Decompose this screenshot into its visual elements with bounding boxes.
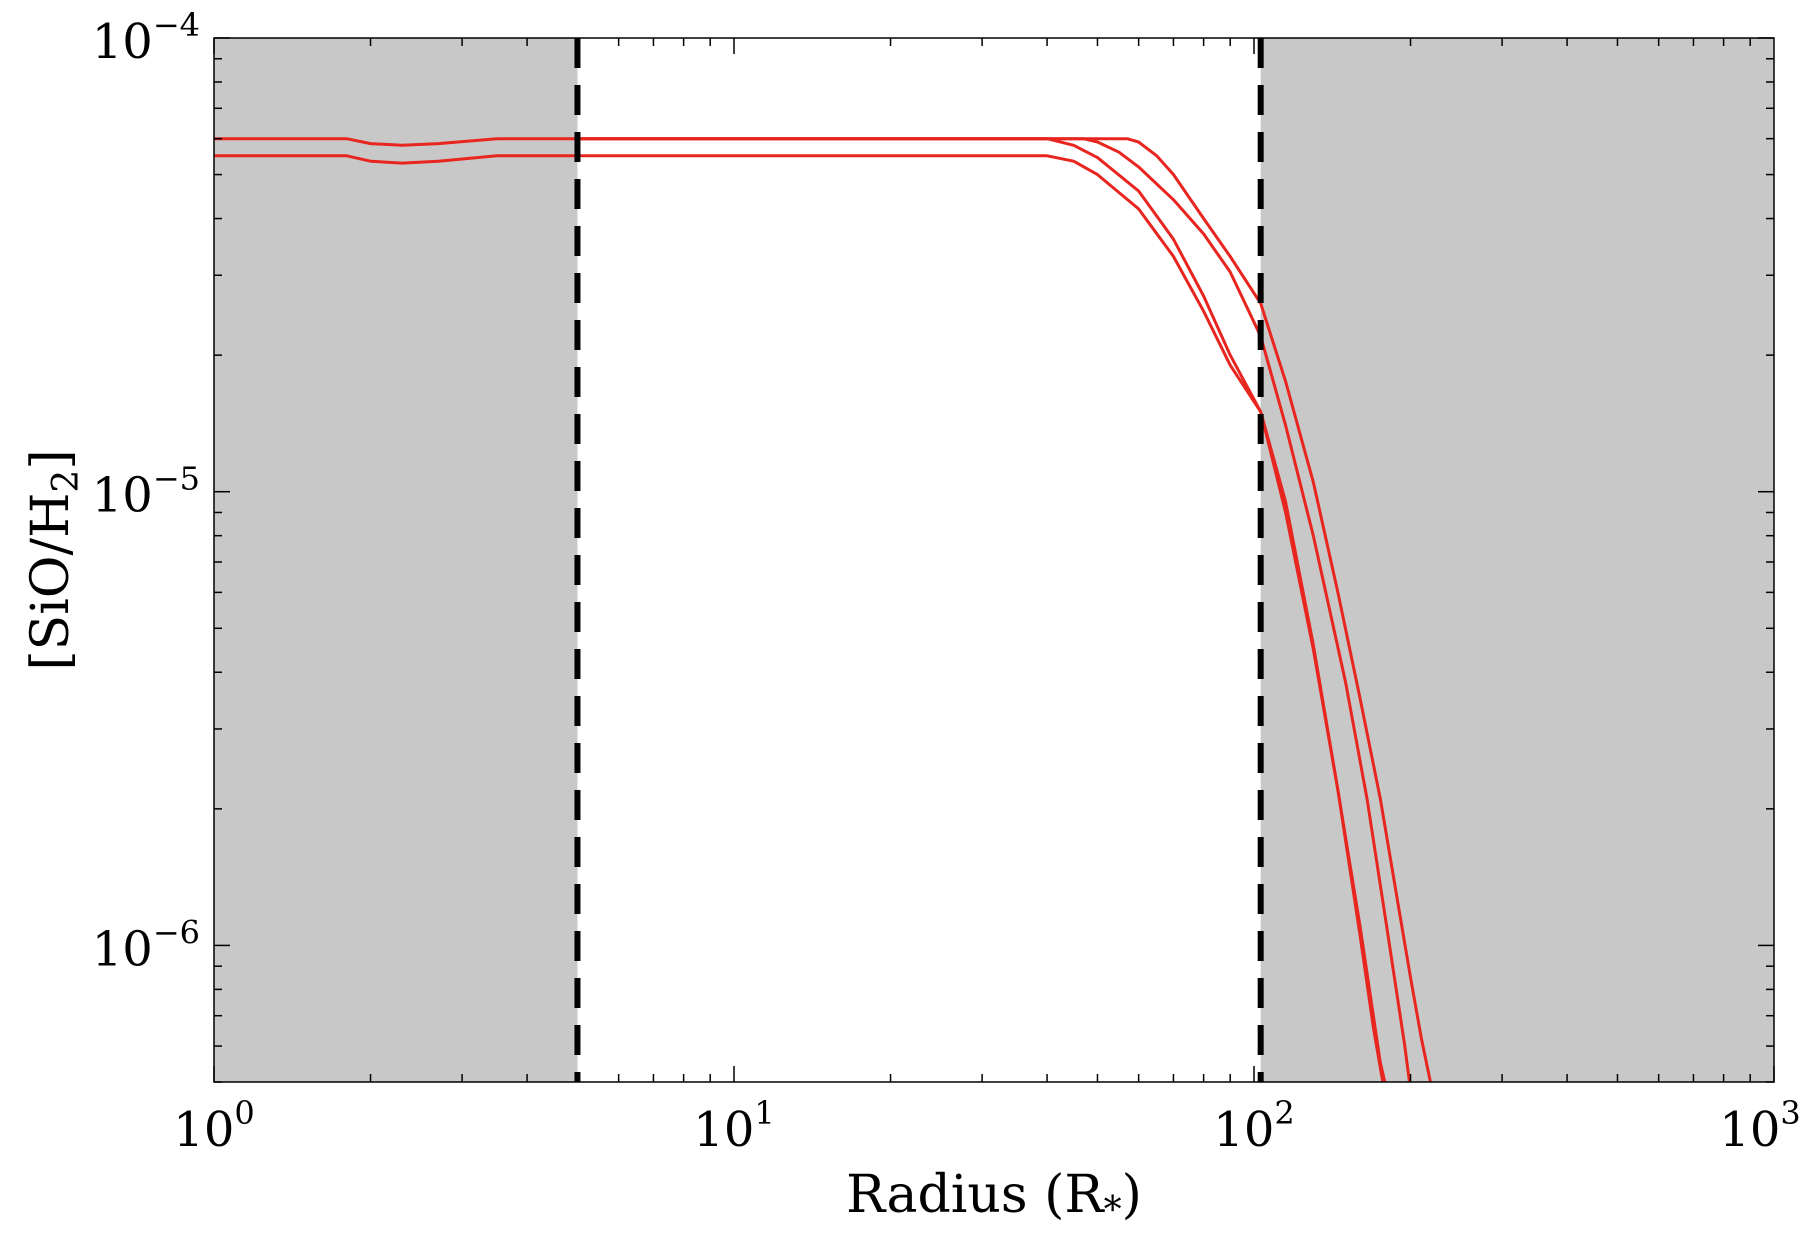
x-tick-label: 103	[1719, 1094, 1800, 1158]
shaded-region-2	[1260, 38, 1774, 1082]
plot-frame	[213, 37, 1775, 1083]
tick-marks	[213, 37, 1775, 1083]
tick-labels: 100 101 102 103 10−6 10−5 10−4	[92, 6, 1801, 1158]
series-line-4	[577, 137, 1385, 1082]
y-axis-label: [SiO/H2]	[21, 449, 87, 670]
x-axis-label: Radius (R*)	[846, 1165, 1142, 1231]
x-tick-label: 101	[693, 1094, 774, 1158]
x-tick-label: 100	[173, 1094, 254, 1158]
y-tick-label: 10−4	[92, 6, 200, 70]
series-lines	[214, 137, 1432, 1082]
x-tick-label: 102	[1213, 1094, 1294, 1158]
shaded-regions	[214, 38, 1774, 1082]
y-tick-label: 10−5	[92, 460, 200, 524]
shaded-region-1	[214, 38, 578, 1082]
series-line-1	[214, 137, 1432, 1082]
y-tick-label: 10−6	[92, 913, 200, 977]
vertical-lines	[574, 38, 1264, 1082]
